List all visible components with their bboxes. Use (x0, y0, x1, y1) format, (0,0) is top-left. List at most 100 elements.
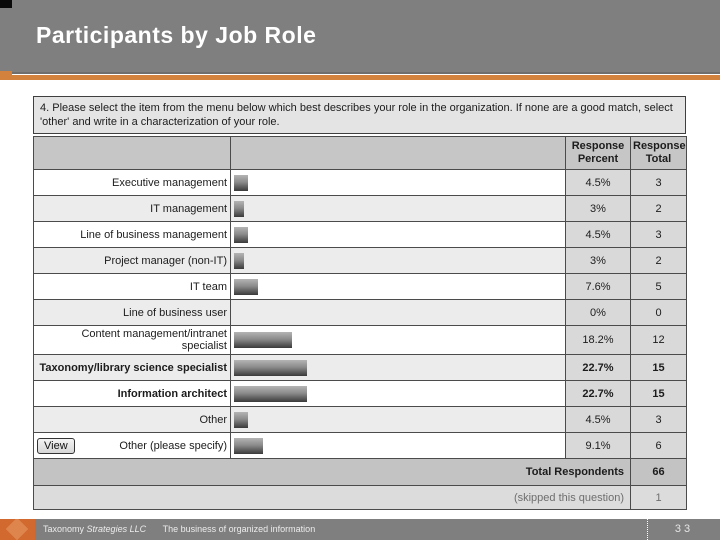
page-title: Participants by Job Role (36, 22, 317, 48)
row-label-cell: Other (33, 406, 231, 433)
row-response-total: 3 (630, 169, 687, 196)
row-label-cell: Taxonomy/library science specialist (33, 354, 231, 381)
row-bar-cell (230, 406, 566, 433)
row-label-cell: IT management (33, 195, 231, 222)
footer-org-name: Taxonomy (43, 524, 85, 534)
table-row: Project manager (non-IT) 3% 2 (33, 247, 687, 274)
row-response-total: 5 (630, 273, 687, 300)
header-response-percent: Response Percent (565, 136, 631, 170)
row-label: Information architect (117, 387, 227, 400)
response-bar (234, 411, 249, 428)
row-label-cell: IT team (33, 273, 231, 300)
row-label-cell: Information architect (33, 380, 231, 407)
footer-org-suffix: Strategies LLC (86, 524, 147, 534)
skipped-question-value: 1 (630, 485, 687, 510)
row-bar-cell (230, 380, 566, 407)
response-bar (234, 332, 293, 348)
row-response-total: 0 (630, 299, 687, 326)
row-label: Project manager (non-IT) (104, 254, 227, 267)
footer-text: Taxonomy Strategies LLC The business of … (43, 519, 315, 540)
survey-table: Response Percent Response Total Executiv… (33, 136, 687, 510)
table-row: Taxonomy/library science specialist 22.7%… (33, 354, 687, 381)
total-respondents-value: 66 (630, 458, 687, 486)
table-row: Line of business user 0% 0 (33, 299, 687, 326)
row-bar-cell (230, 299, 566, 326)
row-response-percent: 22.7% (565, 354, 631, 381)
row-response-total: 15 (630, 380, 687, 407)
table-header-row: Response Percent Response Total (33, 136, 687, 170)
row-response-total: 3 (630, 406, 687, 433)
row-bar-cell (230, 354, 566, 381)
table-row: Executive management 4.5% 3 (33, 169, 687, 196)
row-response-percent: 0% (565, 299, 631, 326)
row-response-total: 2 (630, 247, 687, 274)
row-response-total: 3 (630, 221, 687, 248)
row-label-cell: Project manager (non-IT) (33, 247, 231, 274)
row-label-cell: Line of business user (33, 299, 231, 326)
row-bar-cell (230, 325, 566, 355)
response-bar (234, 252, 244, 269)
row-response-percent: 3% (565, 247, 631, 274)
row-label-cell: Content management/intranet specialist (33, 325, 231, 355)
row-label: Line of business management (80, 228, 227, 241)
row-bar-cell (230, 221, 566, 248)
row-label: Taxonomy/library science specialist (39, 361, 228, 374)
row-bar-cell (230, 169, 566, 196)
row-label: IT management (150, 202, 227, 215)
row-response-percent: 4.5% (565, 221, 631, 248)
response-bar (234, 226, 249, 243)
header-label-cell (33, 136, 231, 170)
accent-rule-tab (0, 71, 12, 80)
row-response-percent: 4.5% (565, 406, 631, 433)
row-label: Executive management (112, 176, 227, 189)
row-response-percent: 3% (565, 195, 631, 222)
row-bar-cell (230, 247, 566, 274)
table-row: Information architect 22.7% 15 (33, 380, 687, 407)
total-respondents-row: Total Respondents 66 (33, 458, 687, 486)
table-row: Content management/intranet specialist 18… (33, 325, 687, 355)
row-bar-cell (230, 195, 566, 222)
row-label: Line of business user (123, 306, 227, 319)
row-response-total: 6 (630, 432, 687, 459)
skipped-question-row: (skipped this question) 1 (33, 485, 687, 510)
row-response-percent: 4.5% (565, 169, 631, 196)
header-bar-cell (230, 136, 566, 170)
row-response-percent: 9.1% (565, 432, 631, 459)
table-row: Line of business management 4.5% 3 (33, 221, 687, 248)
row-bar-cell (230, 432, 566, 459)
header-response-total: Response Total (630, 136, 687, 170)
table-row: Other 4.5% 3 (33, 406, 687, 433)
row-label-cell: View Other (please specify) (33, 432, 231, 459)
corner-mark (0, 0, 12, 8)
footer-tagline: The business of organized information (162, 524, 316, 534)
table-row: IT team 7.6% 5 (33, 273, 687, 300)
row-label-cell: Executive management (33, 169, 231, 196)
view-button[interactable]: View (37, 437, 75, 454)
row-response-total: 12 (630, 325, 687, 355)
response-bar (234, 359, 307, 376)
row-label: Other (199, 413, 227, 426)
row-response-percent: 22.7% (565, 380, 631, 407)
slide-header: Participants by Job Role (0, 0, 720, 74)
skipped-question-label: (skipped this question) (33, 485, 631, 510)
row-label: Content management/intranet specialist (81, 328, 227, 352)
table-row: View Other (please specify) 9.1% 6 (33, 432, 687, 459)
accent-rule (0, 75, 720, 80)
row-response-percent: 7.6% (565, 273, 631, 300)
response-bar (234, 174, 249, 191)
survey-rows: Executive management 4.5% 3 IT management 3%… (33, 169, 687, 459)
company-logo (0, 519, 35, 540)
row-response-total: 2 (630, 195, 687, 222)
response-bar (234, 278, 259, 295)
row-label: IT team (189, 280, 227, 293)
survey-results-panel: 4. Please select the item from the menu … (33, 96, 687, 510)
row-response-total: 15 (630, 354, 687, 381)
row-response-percent: 18.2% (565, 325, 631, 355)
response-bar (234, 200, 244, 217)
response-bar (234, 385, 307, 402)
page-number: 33 (647, 519, 720, 540)
survey-question: 4. Please select the item from the menu … (33, 96, 686, 134)
table-row: IT management 3% 2 (33, 195, 687, 222)
response-bar (234, 437, 264, 454)
logo-diamond-icon (5, 519, 29, 540)
